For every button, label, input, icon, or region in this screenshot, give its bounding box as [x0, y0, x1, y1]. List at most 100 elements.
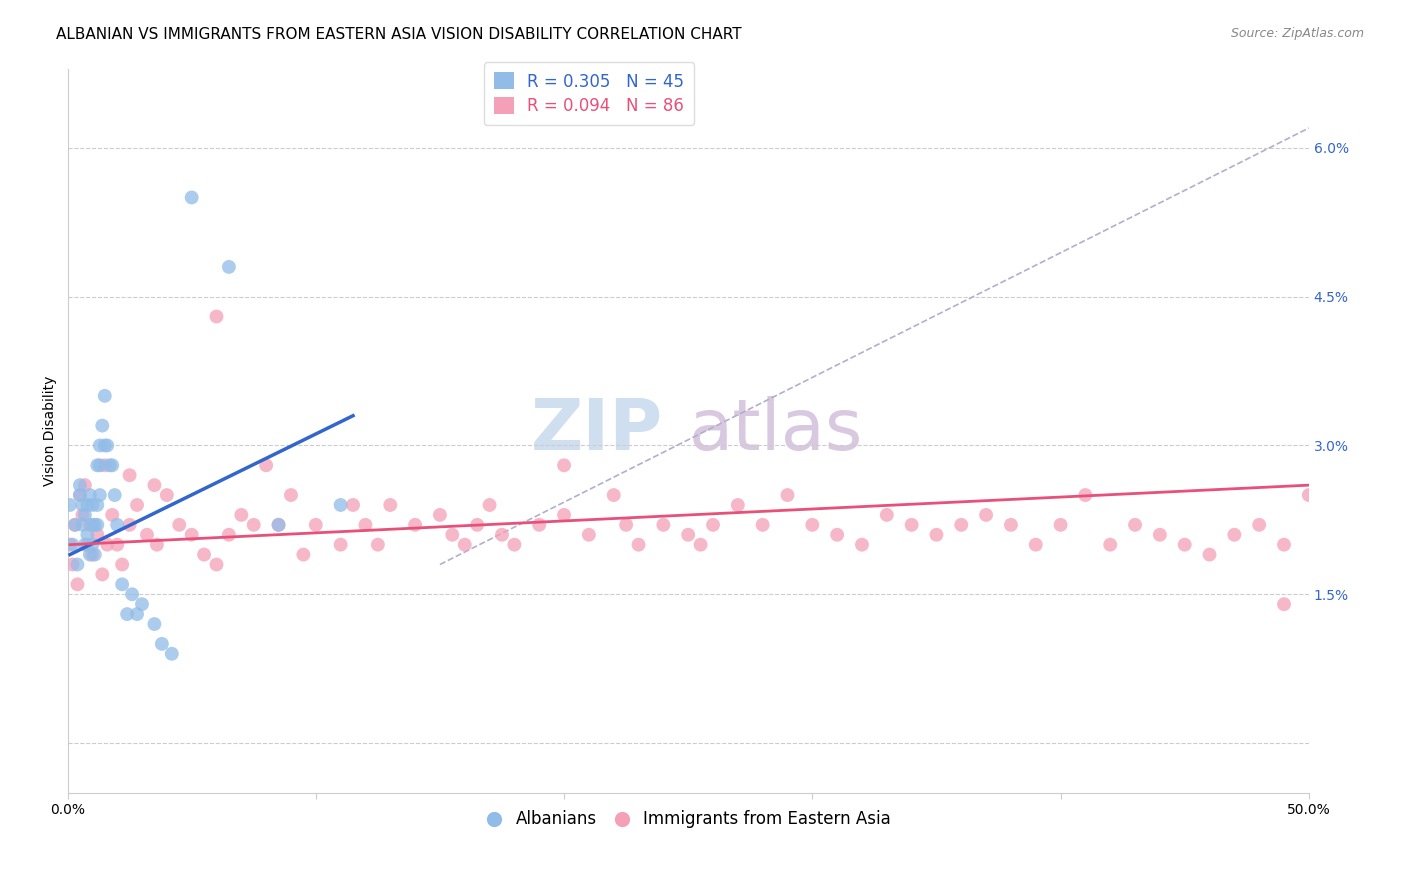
Point: [1174, 538, 1197, 552]
Point: [76, 538, 98, 552]
Text: ALBANIAN VS IMMIGRANTS FROM EASTERN ASIA VISION DISABILITY CORRELATION CHART: ALBANIAN VS IMMIGRANTS FROM EASTERN ASIA…: [56, 27, 742, 42]
Point: [101, 508, 124, 522]
Point: [72, 517, 94, 532]
Point: [82, 538, 104, 552]
Point: [950, 517, 973, 532]
Point: [82, 517, 104, 532]
Point: [305, 517, 328, 532]
Point: [118, 517, 141, 532]
Point: [231, 508, 253, 522]
Point: [72, 498, 94, 512]
Point: [111, 558, 134, 572]
Point: [1025, 538, 1047, 552]
Point: [404, 517, 426, 532]
Point: [89, 458, 111, 473]
Point: [491, 527, 513, 541]
Point: [180, 190, 202, 204]
Point: [125, 607, 148, 621]
Point: [82, 498, 104, 512]
Point: [69, 488, 91, 502]
Point: [900, 517, 922, 532]
Point: [553, 458, 575, 473]
Point: [111, 577, 134, 591]
Point: [86, 498, 108, 512]
Point: [1000, 517, 1022, 532]
Point: [62, 558, 84, 572]
Point: [82, 548, 104, 562]
Point: [1223, 527, 1246, 541]
Point: [218, 527, 240, 541]
Text: ZIP: ZIP: [531, 396, 664, 465]
Point: [59, 498, 82, 512]
Point: [131, 597, 153, 611]
Point: [73, 538, 96, 552]
Point: [329, 498, 352, 512]
Text: atlas: atlas: [688, 396, 862, 465]
Point: [851, 538, 873, 552]
Point: [180, 527, 202, 541]
Point: [503, 538, 526, 552]
Point: [974, 508, 997, 522]
Point: [801, 517, 824, 532]
Point: [79, 488, 101, 502]
Point: [676, 527, 699, 541]
Point: [69, 478, 91, 492]
Point: [292, 548, 315, 562]
Point: [1123, 517, 1146, 532]
Point: [86, 458, 108, 473]
Point: [79, 517, 101, 532]
Point: [254, 458, 277, 473]
Point: [602, 488, 624, 502]
Point: [267, 517, 290, 532]
Point: [1049, 517, 1071, 532]
Point: [156, 488, 179, 502]
Point: [66, 558, 89, 572]
Point: [167, 517, 190, 532]
Point: [441, 527, 464, 541]
Point: [380, 498, 402, 512]
Point: [454, 538, 477, 552]
Point: [242, 517, 264, 532]
Point: [146, 538, 169, 552]
Point: [143, 478, 166, 492]
Point: [160, 647, 183, 661]
Point: [1249, 517, 1271, 532]
Point: [776, 488, 799, 502]
Point: [83, 517, 105, 532]
Point: [62, 538, 84, 552]
Point: [578, 527, 600, 541]
Point: [1272, 597, 1295, 611]
Point: [1149, 527, 1171, 541]
Point: [76, 498, 98, 512]
Point: [652, 517, 675, 532]
Point: [91, 567, 114, 582]
Point: [478, 498, 501, 512]
Point: [150, 637, 173, 651]
Point: [105, 538, 128, 552]
Point: [267, 517, 290, 532]
Point: [73, 478, 96, 492]
Point: [96, 438, 118, 452]
Point: [115, 607, 138, 621]
Point: [1099, 538, 1122, 552]
Point: [94, 458, 117, 473]
Point: [367, 538, 389, 552]
Point: [89, 438, 111, 452]
Point: [118, 468, 141, 483]
Point: [218, 260, 240, 274]
Point: [727, 498, 749, 512]
Point: [86, 527, 108, 541]
Point: [1074, 488, 1097, 502]
Point: [73, 508, 96, 522]
Point: [329, 538, 352, 552]
Point: [1198, 548, 1220, 562]
Point: [125, 498, 148, 512]
Point: [825, 527, 848, 541]
Point: [63, 517, 86, 532]
Point: [69, 488, 91, 502]
Point: [702, 517, 724, 532]
Point: [1298, 488, 1320, 502]
Point: [94, 389, 117, 403]
Point: [59, 538, 82, 552]
Point: [66, 577, 89, 591]
